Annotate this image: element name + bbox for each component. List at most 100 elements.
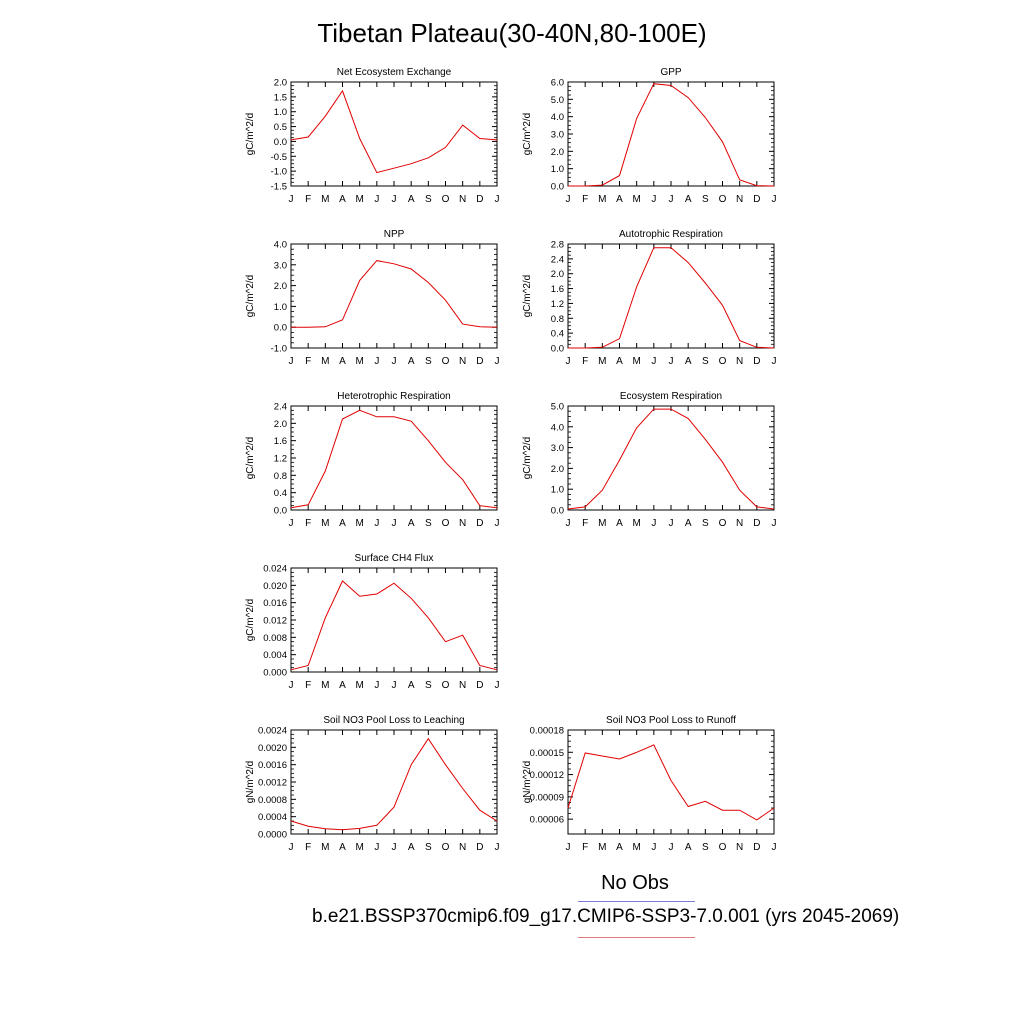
y-tick-label: 2.0 <box>274 78 287 89</box>
y-tick-label: 0.4 <box>274 488 287 499</box>
y-tick-label: 1.0 <box>551 485 564 496</box>
x-tick-label: A <box>685 356 692 367</box>
x-tick-label: J <box>651 518 656 529</box>
x-tick-label: J <box>374 842 379 853</box>
x-tick-label: M <box>321 194 329 205</box>
x-tick-label: J <box>495 518 500 529</box>
x-tick-label: D <box>476 356 483 367</box>
y-tick-label: -1.0 <box>271 167 287 178</box>
y-tick-label: 0.0 <box>274 323 287 334</box>
y-tick-label: 5.0 <box>551 402 564 413</box>
panel-7: Soil NO3 Pool Loss to LeachinggN/m^2/d0.… <box>245 715 500 853</box>
y-tick-label: 0.0 <box>551 344 564 355</box>
x-tick-label: D <box>753 842 760 853</box>
panel-frame <box>290 243 498 349</box>
x-tick-label: J <box>566 194 571 205</box>
x-tick-label: J <box>772 518 777 529</box>
x-tick-label: J <box>289 842 294 853</box>
x-tick-label: D <box>476 194 483 205</box>
x-tick-label: F <box>305 680 311 691</box>
x-tick-label: O <box>442 356 450 367</box>
y-tick-label: 0.008 <box>263 633 287 644</box>
x-tick-label: M <box>321 356 329 367</box>
x-tick-label: M <box>321 680 329 691</box>
x-tick-label: J <box>566 518 571 529</box>
y-tick-label: 1.0 <box>551 164 564 175</box>
y-tick-label: 6.0 <box>551 78 564 89</box>
series-line <box>291 260 498 328</box>
x-tick-label: A <box>339 842 346 853</box>
y-tick-label: 0.0020 <box>258 743 287 754</box>
x-tick-label: M <box>355 194 363 205</box>
x-tick-label: A <box>685 842 692 853</box>
panel-6: Surface CH4 Flux gC/m^2/d 0.000 0.004 0.008 0… <box>245 553 500 691</box>
x-tick-label: J <box>495 680 500 691</box>
x-tick-label: M <box>632 842 640 853</box>
y-tick-label: 1.2 <box>274 454 287 465</box>
x-tick-label: J <box>289 194 294 205</box>
x-tick-label: M <box>632 356 640 367</box>
x-tick-label: A <box>339 518 346 529</box>
y-tick-label: 2.4 <box>274 402 287 413</box>
legend-obs-line <box>578 901 695 902</box>
x-tick-label: J <box>392 356 397 367</box>
x-tick-label: A <box>408 194 415 205</box>
x-tick-label: J <box>651 356 656 367</box>
x-tick-label: J <box>289 356 294 367</box>
x-tick-label: N <box>736 194 743 205</box>
x-tick-label: A <box>685 194 692 205</box>
panel-4: Heterotrophic Respiration gC/m^2/d 0.0 0.4 0… <box>245 391 500 529</box>
y-tick-label: 0.0 <box>551 506 564 517</box>
y-tick-label: 1.0 <box>274 107 287 118</box>
panel-title: Surface CH4 Flux <box>355 553 434 564</box>
y-tick-label: 0.024 <box>263 564 287 575</box>
y-tick-label: 0.0004 <box>258 812 287 823</box>
panel-0: Net Ecosystem Exchange gC/m^2/d -1.5 -1.0 -0… <box>245 67 500 205</box>
x-tick-label: N <box>459 842 466 853</box>
series-line <box>290 409 498 509</box>
panel-frame <box>567 405 775 511</box>
x-tick-label: O <box>719 842 727 853</box>
x-tick-label: M <box>355 518 363 529</box>
y-axis-label: gC/m^2/d <box>522 275 533 318</box>
y-tick-label: 0.0 <box>551 182 564 193</box>
x-tick-label: S <box>425 680 432 691</box>
y-tick-label: 4.0 <box>274 240 287 251</box>
x-tick-label: A <box>616 356 623 367</box>
x-tick-label: F <box>305 842 311 853</box>
panel-frame <box>567 729 775 835</box>
x-tick-label: J <box>566 356 571 367</box>
x-tick-label: N <box>459 680 466 691</box>
x-tick-label: A <box>408 356 415 367</box>
x-tick-label: F <box>582 842 588 853</box>
x-tick-label: O <box>442 194 450 205</box>
y-tick-label: 0.00012 <box>530 770 564 781</box>
panel-5: Ecosystem Respiration gC/m^2/d 0.0 1.0 2.0 3.… <box>522 391 777 529</box>
x-tick-label: S <box>702 194 709 205</box>
x-tick-label: N <box>736 518 743 529</box>
x-tick-label: O <box>719 518 727 529</box>
x-tick-label: J <box>495 194 500 205</box>
y-tick-label: 2.4 <box>551 254 564 265</box>
x-tick-label: F <box>305 518 311 529</box>
x-tick-label: M <box>632 518 640 529</box>
x-tick-label: J <box>289 518 294 529</box>
y-axis-label: gC/m^2/d <box>245 437 256 480</box>
y-tick-label: 2.0 <box>274 281 287 292</box>
x-tick-label: A <box>685 518 692 529</box>
x-tick-label: D <box>476 518 483 529</box>
x-tick-label: J <box>374 518 379 529</box>
y-tick-label: 0.0000 <box>258 830 287 841</box>
y-tick-label: 0.012 <box>263 616 287 627</box>
y-axis-label: gC/m^2/d <box>245 599 256 642</box>
y-tick-label: 0.8 <box>274 471 287 482</box>
x-tick-label: M <box>355 680 363 691</box>
y-tick-label: 1.0 <box>274 302 287 313</box>
series-line <box>568 83 775 187</box>
x-tick-label: S <box>702 842 709 853</box>
y-tick-label: 0.0016 <box>258 760 287 771</box>
y-tick-label: 0.0 <box>274 137 287 148</box>
y-tick-label: 0.00015 <box>530 748 564 759</box>
y-tick-label: 0.00006 <box>530 815 564 826</box>
